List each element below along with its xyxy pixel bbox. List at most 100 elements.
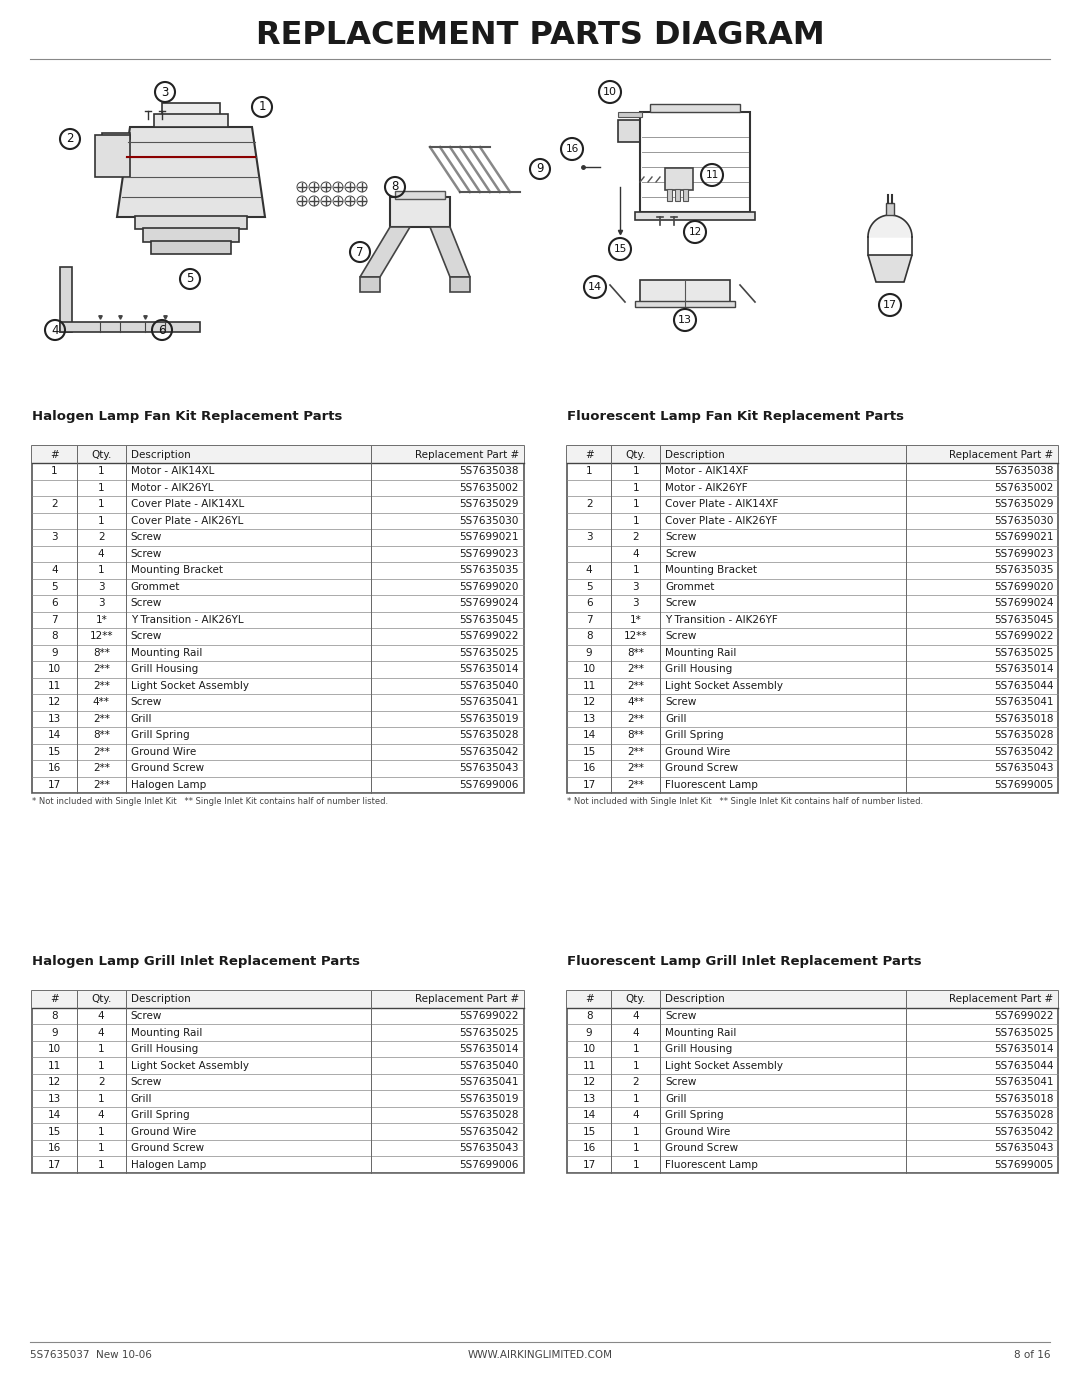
- Bar: [567, 990, 1058, 1007]
- Text: 2: 2: [98, 1077, 105, 1087]
- Text: Motor - AIK14XF: Motor - AIK14XF: [665, 467, 748, 476]
- Text: 13: 13: [48, 714, 62, 724]
- Text: 1: 1: [258, 101, 266, 113]
- Text: Fluorescent Lamp: Fluorescent Lamp: [665, 780, 758, 789]
- Bar: [635, 212, 755, 219]
- Bar: [60, 321, 200, 332]
- Text: 12: 12: [582, 697, 596, 707]
- Text: 4**: 4**: [627, 697, 645, 707]
- Text: 5S7635028: 5S7635028: [459, 731, 518, 740]
- Text: 4: 4: [51, 566, 58, 576]
- Bar: [154, 115, 228, 127]
- Text: 1*: 1*: [630, 615, 642, 624]
- Text: 1: 1: [633, 483, 639, 493]
- Text: 6: 6: [159, 324, 165, 337]
- Bar: [886, 203, 894, 215]
- Text: 5S7699023: 5S7699023: [459, 549, 518, 559]
- Text: 17: 17: [48, 1160, 62, 1169]
- Text: Screw: Screw: [131, 697, 162, 707]
- Text: 1: 1: [98, 515, 105, 525]
- Text: 11: 11: [582, 680, 596, 692]
- Text: 2**: 2**: [93, 780, 110, 789]
- Text: Grill: Grill: [665, 1094, 687, 1104]
- Text: Halogen Lamp: Halogen Lamp: [131, 1160, 206, 1169]
- Text: #: #: [50, 995, 59, 1004]
- Text: 6: 6: [585, 598, 593, 608]
- Text: Grommet: Grommet: [131, 581, 180, 592]
- Polygon shape: [360, 226, 410, 277]
- Text: 15: 15: [582, 1126, 596, 1137]
- Text: 5S7635044: 5S7635044: [994, 1060, 1053, 1070]
- Text: 5S7635019: 5S7635019: [459, 714, 518, 724]
- Text: 9: 9: [537, 162, 543, 176]
- Text: 1: 1: [633, 1094, 639, 1104]
- Text: 5S7699020: 5S7699020: [994, 581, 1053, 592]
- Text: 4: 4: [98, 549, 105, 559]
- Text: 1: 1: [51, 467, 58, 476]
- Text: 12: 12: [48, 1077, 62, 1087]
- Bar: [143, 228, 239, 242]
- Text: 16: 16: [582, 1143, 596, 1153]
- Text: 5S7635025: 5S7635025: [994, 648, 1053, 658]
- Text: 7: 7: [356, 246, 364, 258]
- Text: 5S7635043: 5S7635043: [994, 1143, 1053, 1153]
- Bar: [162, 103, 220, 115]
- Text: Light Socket Assembly: Light Socket Assembly: [665, 1060, 783, 1070]
- Text: 5S7635019: 5S7635019: [459, 1094, 518, 1104]
- Text: 5S7635014: 5S7635014: [459, 1044, 518, 1055]
- Text: Grill Housing: Grill Housing: [665, 665, 732, 675]
- Text: Grill Housing: Grill Housing: [131, 1044, 198, 1055]
- Text: 4: 4: [633, 1028, 639, 1038]
- Text: 5S7699022: 5S7699022: [994, 1011, 1053, 1021]
- Text: 1: 1: [98, 1143, 105, 1153]
- Text: Description: Description: [665, 450, 725, 460]
- Text: 16: 16: [565, 144, 579, 154]
- Text: 5S7635042: 5S7635042: [994, 1126, 1053, 1137]
- Text: 15: 15: [582, 747, 596, 757]
- Text: 11: 11: [48, 1060, 62, 1070]
- Text: Halogen Lamp: Halogen Lamp: [131, 780, 206, 789]
- Text: Ground Wire: Ground Wire: [131, 1126, 195, 1137]
- Bar: [618, 120, 642, 142]
- Bar: [390, 197, 450, 226]
- Text: Ground Wire: Ground Wire: [665, 747, 730, 757]
- Text: 2: 2: [66, 133, 73, 145]
- Text: 14: 14: [582, 731, 596, 740]
- Text: 1: 1: [98, 1044, 105, 1055]
- Text: 14: 14: [48, 1111, 62, 1120]
- Text: 1: 1: [633, 499, 639, 510]
- Text: Screw: Screw: [665, 549, 697, 559]
- Text: 3: 3: [161, 85, 168, 99]
- Bar: [102, 133, 130, 138]
- Text: 2**: 2**: [627, 680, 645, 692]
- Bar: [567, 446, 1058, 793]
- Text: 5S7635025: 5S7635025: [994, 1028, 1053, 1038]
- Text: Mounting Rail: Mounting Rail: [131, 1028, 202, 1038]
- Text: Motor - AIK26YL: Motor - AIK26YL: [131, 483, 213, 493]
- Text: 2: 2: [98, 532, 105, 542]
- Text: 4: 4: [98, 1111, 105, 1120]
- Text: 3: 3: [98, 581, 105, 592]
- Text: Grill: Grill: [665, 714, 687, 724]
- Text: Y Transition - AIK26YF: Y Transition - AIK26YF: [665, 615, 778, 624]
- Text: 11: 11: [582, 1060, 596, 1070]
- Polygon shape: [868, 215, 912, 237]
- Text: 12**: 12**: [624, 631, 648, 641]
- Text: 5S7635018: 5S7635018: [994, 1094, 1053, 1104]
- Text: 5S7635045: 5S7635045: [994, 615, 1053, 624]
- Text: 3: 3: [51, 532, 58, 542]
- Text: Grill Spring: Grill Spring: [665, 731, 724, 740]
- Text: 5S7635042: 5S7635042: [459, 1126, 518, 1137]
- Bar: [683, 189, 688, 201]
- Polygon shape: [450, 277, 470, 292]
- Text: 17: 17: [582, 780, 596, 789]
- Text: 5S7635041: 5S7635041: [459, 1077, 518, 1087]
- Text: 12: 12: [688, 226, 702, 237]
- Text: Fluorescent Lamp: Fluorescent Lamp: [665, 1160, 758, 1169]
- Text: 5S7635018: 5S7635018: [994, 714, 1053, 724]
- Text: 5S7635040: 5S7635040: [459, 1060, 518, 1070]
- Text: 2: 2: [633, 1077, 639, 1087]
- Text: Light Socket Assembly: Light Socket Assembly: [131, 680, 248, 692]
- Text: Screw: Screw: [131, 532, 162, 542]
- Text: 2**: 2**: [627, 714, 645, 724]
